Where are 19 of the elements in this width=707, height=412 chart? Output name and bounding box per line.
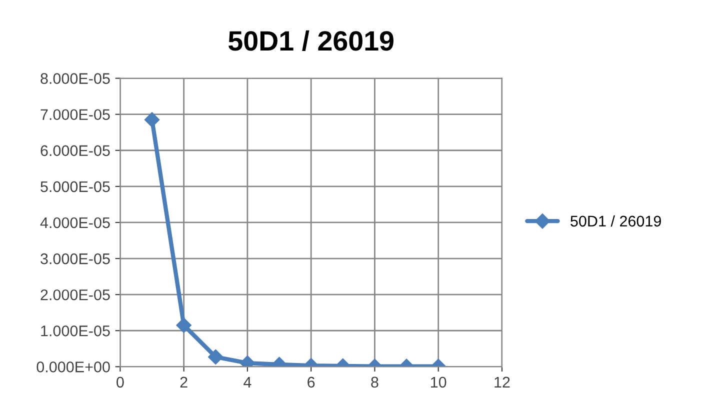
x-tick-label: 2 [180,376,188,388]
y-tick-label: 2.000E-05 [40,289,110,300]
y-tick-label: 0.000E+00 [36,362,110,372]
legend-label: 50D1 / 26019 [570,215,661,227]
chart-title: 50D1 / 26019 [228,30,394,52]
x-tick-label: 6 [308,376,315,388]
y-tick-label: 5.000E-05 [40,181,110,192]
x-tick-label: 4 [244,376,252,388]
y-tick-label: 7.000E-05 [40,109,110,120]
y-tick-label: 3.000E-05 [40,253,110,264]
x-tick-label: 8 [371,376,378,388]
y-tick-label: 1.000E-05 [41,326,110,336]
y-tick-label: 6.000E-05 [40,145,110,156]
y-tick-label: 4.000E-05 [40,217,110,228]
x-tick-label: 10 [431,376,446,388]
x-tick-label: 0 [116,376,124,388]
point [144,112,160,128]
x-tick-label: 12 [494,376,510,388]
y-tick-label: 8.000E-05 [40,73,110,84]
